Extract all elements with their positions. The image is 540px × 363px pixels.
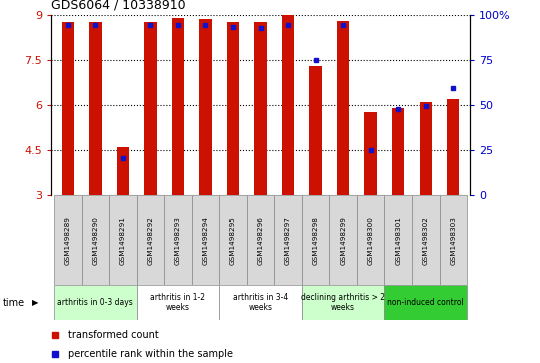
Bar [164,195,192,285]
Bar [282,15,294,195]
Bar [364,113,377,195]
Bar [384,195,412,285]
Bar [144,22,157,195]
Bar [329,195,357,285]
Text: GSM1498295: GSM1498295 [230,216,236,265]
Bar [357,195,384,285]
Bar [309,66,322,195]
Bar [172,17,184,195]
Bar [254,22,267,195]
Bar [447,99,460,195]
Text: arthritis in 0-3 days: arthritis in 0-3 days [57,298,133,307]
Text: GSM1498289: GSM1498289 [65,216,71,265]
Text: GSM1498291: GSM1498291 [120,216,126,265]
Text: GSM1498290: GSM1498290 [92,216,98,265]
Text: percentile rank within the sample: percentile rank within the sample [68,350,233,359]
Bar [274,195,302,285]
Text: declining arthritis > 2
weeks: declining arthritis > 2 weeks [301,293,385,313]
Text: transformed count: transformed count [68,330,159,340]
Bar [247,195,274,285]
Text: time: time [3,298,25,308]
Text: GSM1498302: GSM1498302 [423,216,429,265]
Text: GSM1498292: GSM1498292 [147,216,153,265]
Bar [117,147,129,195]
Text: non-induced control: non-induced control [387,298,464,307]
Bar [219,195,247,285]
Text: GSM1498298: GSM1498298 [313,216,319,265]
Bar [227,22,239,195]
Text: arthritis in 1-2
weeks: arthritis in 1-2 weeks [151,293,205,313]
Text: GSM1498294: GSM1498294 [202,216,208,265]
Bar [302,285,384,320]
Text: GDS6064 / 10338910: GDS6064 / 10338910 [51,0,186,12]
Bar [302,195,329,285]
Bar [89,22,102,195]
Text: GSM1498299: GSM1498299 [340,216,346,265]
Bar [82,195,109,285]
Bar [392,108,404,195]
Bar [62,22,74,195]
Text: GSM1498296: GSM1498296 [258,216,264,265]
Bar [384,285,467,320]
Bar [420,102,432,195]
Bar [337,21,349,195]
Text: GSM1498293: GSM1498293 [175,216,181,265]
Text: GSM1498301: GSM1498301 [395,216,401,265]
Bar [54,285,137,320]
Text: ▶: ▶ [32,298,39,307]
Bar [109,195,137,285]
Text: GSM1498303: GSM1498303 [450,216,456,265]
Bar [440,195,467,285]
Bar [412,195,440,285]
Text: GSM1498297: GSM1498297 [285,216,291,265]
Bar [54,195,82,285]
Text: GSM1498300: GSM1498300 [368,216,374,265]
Bar [137,285,219,320]
Text: arthritis in 3-4
weeks: arthritis in 3-4 weeks [233,293,288,313]
Bar [137,195,164,285]
Bar [192,195,219,285]
Bar [199,19,212,195]
Bar [219,285,302,320]
